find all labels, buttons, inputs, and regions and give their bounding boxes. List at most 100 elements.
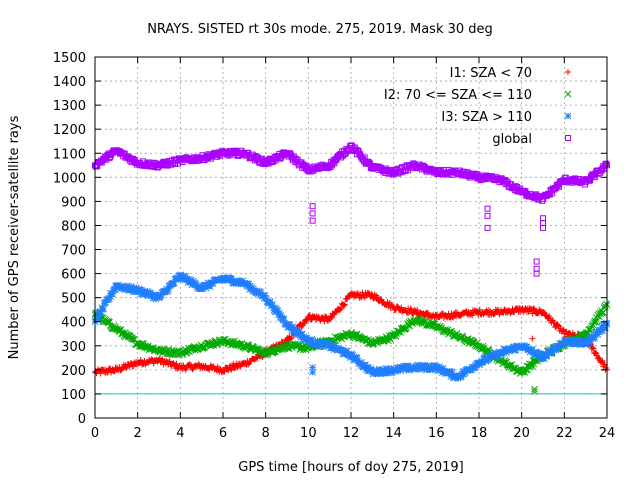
data-point-glyph: [600, 320, 608, 328]
data-point: [512, 346, 519, 354]
data-point: [302, 336, 310, 344]
data-point-glyph: [541, 355, 548, 363]
data-point-glyph: [209, 280, 217, 288]
y-axis-label: Number of GPS receiver-satellite rays: [7, 115, 22, 359]
data-point: [286, 321, 294, 329]
data-point-glyph: [250, 285, 257, 293]
data-point-glyph: [228, 275, 235, 283]
data-point: [602, 324, 609, 332]
data-point-glyph: [306, 340, 314, 348]
data-point: [597, 327, 605, 335]
data-point: [375, 365, 383, 373]
data-point: [111, 367, 118, 374]
data-point-glyph: [314, 337, 321, 344]
data-point-glyph: [128, 283, 135, 290]
data-point-glyph: [504, 362, 512, 369]
data-point-glyph: [583, 340, 591, 347]
data-point: [503, 349, 510, 356]
chart-title: NRAYS. SISTED rt 30s mode. 275, 2019. Ma…: [147, 22, 493, 37]
data-point: [324, 339, 332, 347]
data-point: [132, 284, 140, 292]
data-point: [473, 308, 480, 315]
data-point-glyph: [275, 311, 282, 319]
data-point: [273, 305, 281, 313]
data-point: [306, 311, 313, 318]
data-point-glyph: [166, 358, 173, 365]
data-point: [528, 346, 536, 354]
data-point: [533, 349, 541, 356]
data-point: [416, 365, 423, 373]
data-point-glyph: [157, 291, 165, 299]
data-point-glyph: [287, 335, 294, 342]
data-point: [221, 368, 228, 375]
data-point-glyph: [379, 366, 387, 374]
data-point-glyph: [199, 285, 206, 293]
data-point: [303, 334, 311, 342]
data-point: [177, 271, 185, 279]
data-point: [328, 315, 335, 322]
data-point-glyph: [308, 336, 316, 343]
data-point: [346, 292, 353, 299]
data-point-glyph: [493, 353, 501, 360]
data-point: [260, 294, 268, 302]
data-point-glyph: [447, 373, 455, 380]
data-point: [592, 349, 599, 356]
data-point-glyph: [260, 294, 268, 302]
data-point-glyph: [386, 367, 394, 375]
data-point-glyph: [479, 358, 487, 366]
data-point-glyph: [528, 346, 536, 354]
data-point-glyph: [402, 366, 410, 373]
data-point: [149, 294, 157, 302]
data-point-glyph: [548, 349, 556, 357]
data-point-glyph: [286, 321, 294, 329]
data-point-glyph: [152, 295, 160, 303]
data-point: [378, 369, 385, 377]
data-point: [542, 352, 550, 360]
data-point: [381, 370, 389, 377]
data-point-glyph: [596, 328, 603, 336]
data-point-glyph: [599, 357, 606, 364]
data-point-glyph: [591, 334, 599, 341]
data-point: [338, 305, 345, 312]
data-point-glyph: [543, 351, 551, 359]
data-point: [583, 340, 591, 347]
data-point: [228, 275, 235, 283]
data-point-glyph: [133, 288, 141, 296]
data-point: [139, 290, 147, 298]
data-point-glyph: [368, 291, 375, 298]
data-point: [250, 285, 257, 293]
data-point-glyph: [103, 317, 111, 325]
data-point-glyph: [472, 363, 480, 371]
data-point: [199, 285, 206, 293]
data-point: [536, 351, 544, 358]
data-point: [602, 319, 610, 327]
data-point: [540, 351, 548, 359]
data-point: [287, 335, 294, 342]
data-point: [314, 337, 321, 344]
data-point: [368, 291, 375, 298]
data-point-glyph: [116, 283, 124, 291]
data-point-glyph: [342, 347, 350, 354]
data-point: [111, 368, 118, 375]
data-point: [379, 366, 387, 374]
data-point: [552, 346, 560, 354]
data-point: [97, 310, 105, 317]
series-3: [92, 142, 610, 204]
data-point: [414, 361, 422, 369]
data-point: [596, 328, 603, 336]
data-point-glyph: [552, 346, 560, 354]
data-point: [368, 366, 375, 374]
data-point: [97, 370, 104, 377]
data-point-glyph: [358, 359, 366, 366]
data-point-glyph: [261, 292, 269, 299]
data-point: [366, 367, 374, 375]
data-point-glyph: [303, 334, 311, 342]
data-point: [116, 283, 124, 291]
data-point: [157, 291, 165, 299]
data-point: [541, 355, 548, 363]
data-point-glyph: [555, 322, 562, 329]
data-point-glyph: [100, 305, 107, 313]
data-marks: [91, 142, 611, 395]
data-point: [439, 364, 447, 372]
data-point: [308, 336, 316, 343]
